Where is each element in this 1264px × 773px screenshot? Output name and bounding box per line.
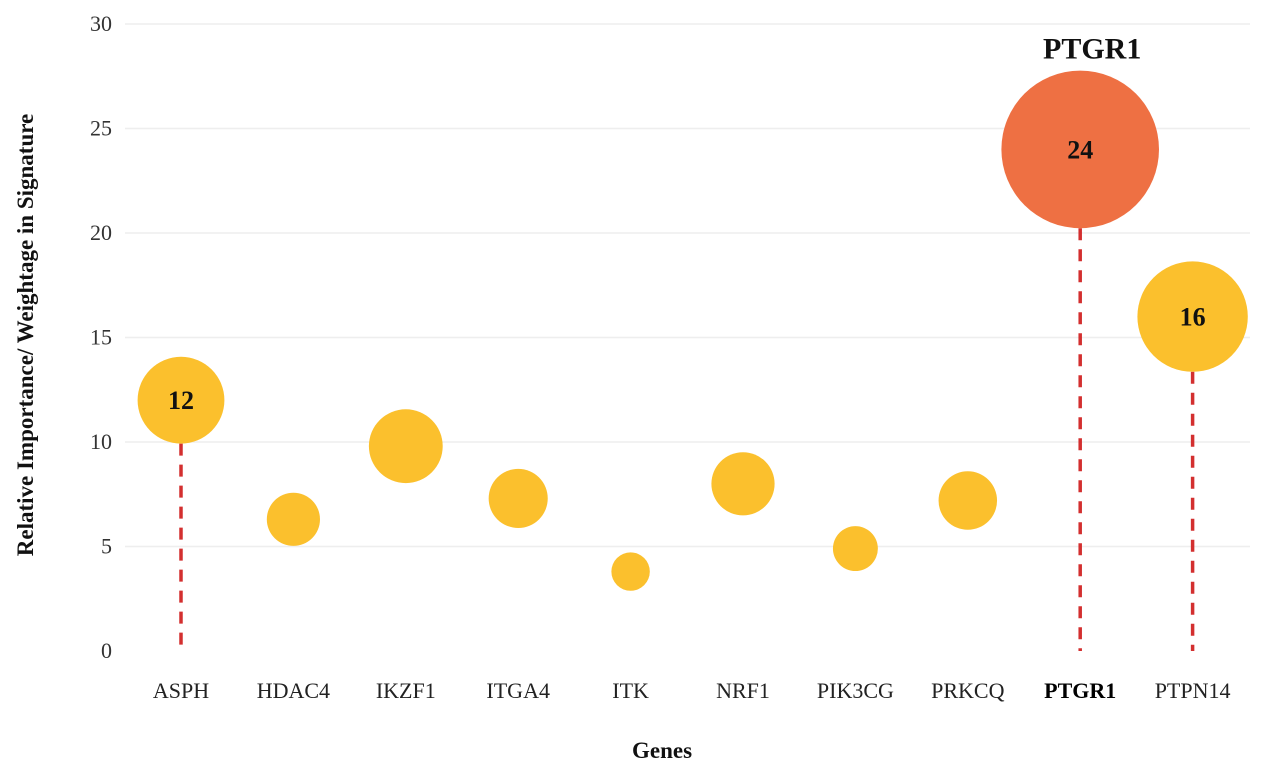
x-tick-label-hdac4: HDAC4 — [257, 678, 330, 703]
bubble-ptpn14 — [1137, 261, 1248, 372]
y-tick-labels: 0 5 10 15 20 25 30 — [90, 11, 112, 663]
x-tick-label-pik3cg: PIK3CG — [817, 678, 894, 703]
data-label-ptpn14: 16 — [1180, 303, 1206, 332]
x-tick-label-asph: ASPH — [153, 678, 209, 703]
bubble-hdac4 — [266, 492, 320, 546]
x-tick-label-ikzf1: IKZF1 — [376, 678, 436, 703]
data-label-ptgr1: 24 — [1067, 135, 1093, 164]
y-tick-label: 20 — [90, 220, 112, 245]
bubble-itk — [611, 552, 650, 591]
y-tick-label: 25 — [90, 116, 112, 141]
bubble-pik3cg — [832, 526, 878, 572]
bubble-ptgr1 — [1001, 70, 1159, 229]
x-tick-label-itga4: ITGA4 — [486, 678, 550, 703]
bubble-prkcq — [938, 471, 998, 530]
x-category-labels: ASPH HDAC4 IKZF1 ITGA4 ITK NRF1 PIK3CG PRKCQ PTG… — [153, 678, 1231, 703]
x-tick-label-prkcq: PRKCQ — [931, 678, 1004, 703]
y-tick-label: 5 — [101, 534, 112, 559]
bubbles: 12 24 PTGR1 16 — [137, 33, 1248, 591]
y-tick-label: 30 — [90, 11, 112, 36]
data-label-asph: 12 — [168, 386, 194, 415]
bubble-nrf1 — [711, 452, 775, 516]
bubble-itga4 — [488, 468, 548, 528]
y-tick-label: 10 — [90, 429, 112, 454]
x-tick-label-itk: ITK — [612, 678, 649, 703]
x-axis-title: Genes — [632, 738, 692, 763]
x-tick-label-nrf1: NRF1 — [716, 678, 770, 703]
x-tick-label-ptpn14: PTPN14 — [1155, 678, 1231, 703]
y-tick-label: 15 — [90, 325, 112, 350]
y-axis-title: Relative Importance/ Weightage in Signat… — [13, 114, 38, 557]
bubble-ikzf1 — [368, 409, 443, 484]
highlight-callout-label: PTGR1 — [1043, 33, 1141, 66]
bubble-asph — [137, 356, 225, 444]
y-tick-label: 0 — [101, 638, 112, 663]
x-tick-label-ptgr1: PTGR1 — [1044, 678, 1116, 703]
grid-lines — [125, 23, 1250, 548]
dashed-stems — [179, 228, 1195, 651]
